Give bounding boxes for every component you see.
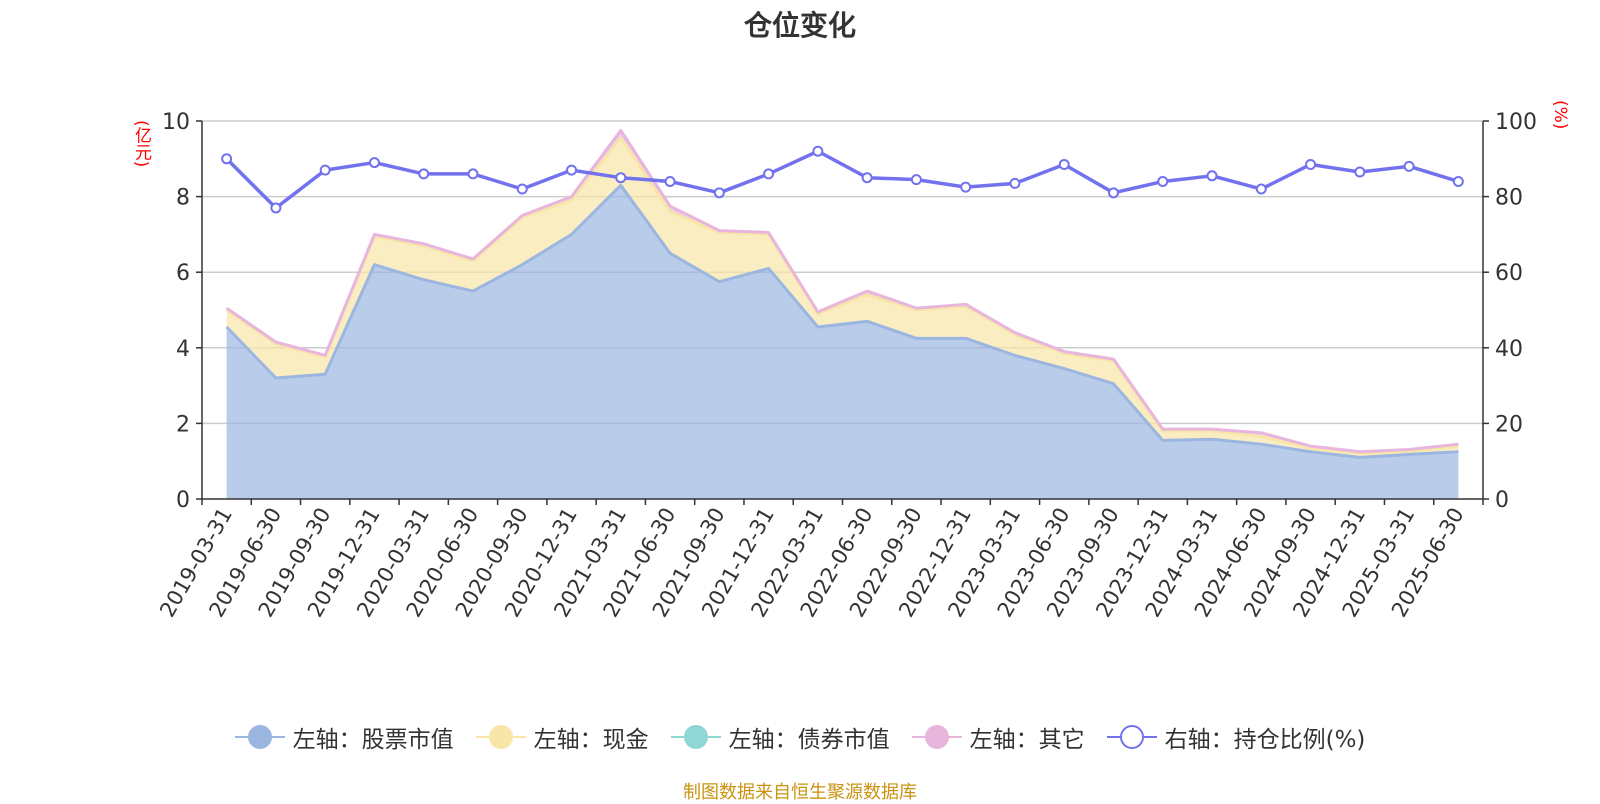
- ratio-point: [1157, 175, 1169, 187]
- legend-marker-icon: [911, 722, 962, 752]
- ratio-point: [1058, 158, 1070, 170]
- ratio-point: [615, 172, 627, 184]
- legend-item-bond[interactable]: 左轴：债券市值: [670, 720, 890, 754]
- area-outline-series-1: [225, 136, 1459, 456]
- ratio-line: [225, 149, 1459, 210]
- legend-label-other: 左轴：其它: [969, 727, 1085, 753]
- ratio-point: [319, 164, 331, 176]
- ratio-point: [1107, 187, 1119, 199]
- left-axis-tick-label: 4: [176, 337, 190, 362]
- ratio-point: [910, 174, 922, 186]
- legend-label-stock: 左轴：股票市值: [292, 727, 454, 753]
- ratio-point: [418, 168, 430, 180]
- ratio-point: [1206, 170, 1218, 182]
- ratio-point: [763, 168, 775, 180]
- ratio-point: [960, 181, 972, 193]
- ratio-point: [1305, 158, 1317, 170]
- area-outline-series-0: [225, 183, 1459, 459]
- legend-marker-icon: [475, 722, 526, 752]
- ratio-point: [516, 183, 528, 195]
- area-outline-series-3: [225, 128, 1459, 454]
- ratio-point: [368, 157, 380, 169]
- legend-item-stock[interactable]: 左轴：股票市值: [234, 720, 454, 754]
- legend-label-bond: 左轴：债券市值: [728, 727, 890, 753]
- left-axis-tick-label: 2: [176, 412, 190, 437]
- legend-label-ratio: 右轴：持仓比例(%): [1164, 727, 1366, 753]
- left-axis-tick-label: 6: [176, 261, 190, 286]
- legend-item-other[interactable]: 左轴：其它: [911, 720, 1085, 754]
- ratio-point: [664, 175, 676, 187]
- ratio-point: [1255, 183, 1267, 195]
- area-series-1: [226, 138, 1459, 458]
- ratio-point: [270, 202, 282, 214]
- right-axis-tick-label: 20: [1495, 412, 1523, 437]
- left-axis-tick-label: 0: [176, 488, 190, 513]
- ratio-point: [467, 168, 479, 180]
- right-axis-tick-label: 0: [1495, 488, 1509, 513]
- legend-item-cash[interactable]: 左轴：现金: [475, 720, 649, 754]
- data-source-note: 制图数据来自恒生聚源数据库: [683, 782, 917, 803]
- legend-item-ratio[interactable]: 右轴：持仓比例(%): [1106, 720, 1366, 754]
- left-axis-tick-label: 8: [176, 186, 190, 211]
- left-axis-unit: (亿元): [131, 120, 151, 168]
- ratio-point: [1403, 160, 1415, 172]
- ratio-point: [566, 164, 578, 176]
- chart-title: 仓位变化: [743, 9, 856, 42]
- right-axis-tick-label: 40: [1495, 337, 1523, 362]
- right-axis-tick-label: 80: [1495, 186, 1523, 211]
- chart-legend[interactable]: 左轴：股票市值 左轴：现金 左轴：债券市值 左轴：其它 右轴：持仓比例(%): [0, 720, 1600, 754]
- ratio-point: [1452, 175, 1464, 187]
- legend-marker-icon: [670, 722, 721, 752]
- ratio-point: [1354, 166, 1366, 178]
- area-series-0: [226, 185, 1459, 499]
- left-axis-tick-label: 10: [162, 110, 190, 135]
- right-axis-tick-label: 60: [1495, 261, 1523, 286]
- ratio-point: [861, 172, 873, 184]
- ratio-point: [221, 153, 233, 165]
- ratio-point: [812, 145, 824, 157]
- legend-label-cash: 左轴：现金: [533, 727, 649, 753]
- legend-marker-icon: [234, 722, 285, 752]
- right-axis-unit: (%): [1550, 100, 1570, 130]
- ratio-point: [1009, 177, 1021, 189]
- ratio-point: [713, 187, 725, 199]
- legend-marker-icon: [1106, 722, 1157, 752]
- right-axis-tick-label: 100: [1495, 110, 1537, 135]
